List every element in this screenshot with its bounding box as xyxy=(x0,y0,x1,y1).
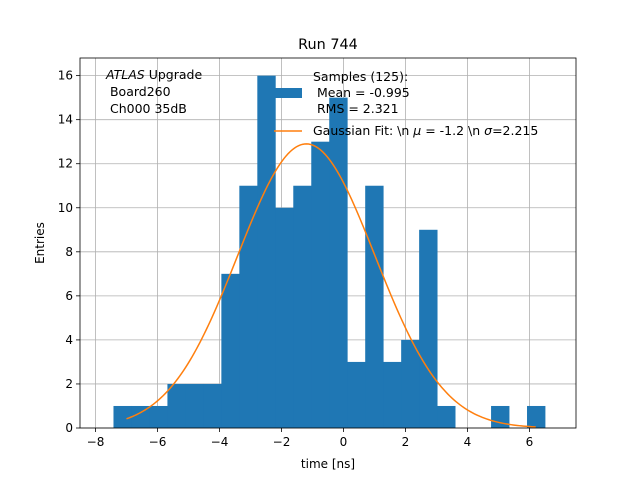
annotation-box: ATLAS Upgrade Board260 Ch000 35dB xyxy=(105,67,202,116)
histogram-bar xyxy=(383,361,402,428)
chart-title: Run 744 xyxy=(298,37,358,53)
x-tick-label: 2 xyxy=(402,435,410,449)
legend-bar-swatch xyxy=(274,88,302,98)
legend-samples-line-2: Mean = -0.995 xyxy=(313,85,410,100)
legend-samples-line-3: RMS = 2.321 xyxy=(313,101,399,116)
legend-fit-label: Gaussian Fit: \n μ = -1.2 \n σ=2.215 xyxy=(313,123,538,138)
annotation-line-1: ATLAS Upgrade xyxy=(105,67,202,82)
x-axis-ticks: −8 −6 −4 −2 0 2 4 6 xyxy=(87,428,534,449)
y-tick-label: 14 xyxy=(58,113,73,127)
annotation-rest: Upgrade xyxy=(145,67,203,82)
histogram-bar xyxy=(221,273,240,428)
x-tick-label: −4 xyxy=(211,435,229,449)
histogram-bar xyxy=(167,383,186,428)
legend-fit-sigma: σ xyxy=(484,123,493,138)
axes-frame xyxy=(79,57,577,429)
histogram-bar xyxy=(365,185,384,428)
legend-fit-mu: μ xyxy=(412,123,421,138)
legend-fit-prefix: Gaussian Fit: \n xyxy=(313,123,413,138)
histogram-bar xyxy=(311,141,330,428)
y-tick-label: 12 xyxy=(58,157,73,171)
x-axis-label: time [ns] xyxy=(301,457,355,471)
histogram-bar xyxy=(257,75,276,428)
y-tick-label: 16 xyxy=(58,69,73,83)
gaussian-fit-line xyxy=(126,143,536,428)
y-axis-ticks: 0 2 4 6 8 10 12 14 16 xyxy=(58,69,80,435)
legend-fit-middle: = -1.2 \n xyxy=(421,123,484,138)
annotation-line-2: Board260 xyxy=(106,84,171,99)
histogram-bar xyxy=(203,383,222,428)
y-tick-label: 0 xyxy=(65,421,73,435)
histogram-bar xyxy=(491,405,510,428)
y-tick-label: 4 xyxy=(65,333,73,347)
histogram-bar xyxy=(347,361,366,428)
annotation-italic: ATLAS xyxy=(105,67,145,82)
x-tick-label: 4 xyxy=(464,435,472,449)
histogram-bar xyxy=(239,185,258,428)
histogram-bar xyxy=(401,339,420,428)
annotation-line-3: Ch000 35dB xyxy=(106,101,187,116)
histogram-bar xyxy=(419,229,438,428)
histogram-bar xyxy=(113,405,132,428)
y-tick-label: 10 xyxy=(58,201,73,215)
histogram-bar xyxy=(527,405,546,428)
legend-samples-line-1: Samples (125): xyxy=(313,69,408,84)
y-tick-label: 2 xyxy=(65,377,73,391)
histogram-bar xyxy=(185,383,204,428)
x-tick-label: −8 xyxy=(87,435,105,449)
histogram-bar xyxy=(329,97,348,429)
x-tick-label: −2 xyxy=(273,435,291,449)
legend: Samples (125): Mean = -0.995 RMS = 2.321… xyxy=(274,69,538,138)
histogram-bar xyxy=(131,405,150,428)
histogram-bar xyxy=(275,207,294,428)
y-axis-label: Entries xyxy=(33,222,47,264)
x-tick-label: −6 xyxy=(149,435,167,449)
y-tick-label: 6 xyxy=(65,289,73,303)
histogram-bar xyxy=(149,405,168,428)
legend-fit-suffix: =2.215 xyxy=(492,123,538,138)
histogram-bar xyxy=(437,405,456,428)
x-tick-label: 0 xyxy=(340,435,348,449)
histogram-bar xyxy=(293,185,312,428)
x-tick-label: 6 xyxy=(526,435,534,449)
y-tick-label: 8 xyxy=(65,245,73,259)
